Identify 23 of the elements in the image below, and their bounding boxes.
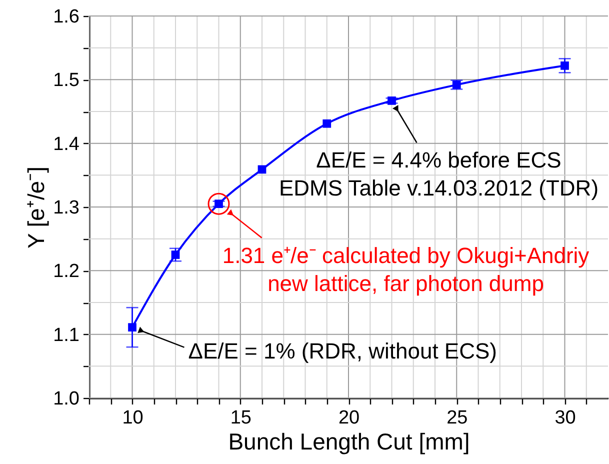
y-tick-label: 1.2 xyxy=(53,261,80,282)
annotation: ΔE/E = 4.4% before ECS EDMS Table v.14.03.2012 (TDR) xyxy=(278,148,599,201)
point xyxy=(128,323,136,332)
x-tick-label: 25 xyxy=(446,408,468,428)
y-tick-label: 1.6 xyxy=(53,6,80,28)
point xyxy=(388,96,396,105)
x-axis-title: Bunch Length Cut [mm] xyxy=(228,428,470,454)
y-tick-label: 1.1 xyxy=(53,324,80,346)
x-tick-label: 30 xyxy=(554,408,576,428)
annotation: 1.31 e⁺/e⁻ calculated by Okugi+Andriy new lattice, far photon dump xyxy=(222,242,590,296)
x-tick-label: 10 xyxy=(122,408,144,428)
point xyxy=(322,119,332,128)
x-tick-label: 15 xyxy=(230,408,252,428)
y-tick-label: 1.0 xyxy=(53,388,80,410)
point xyxy=(171,250,180,259)
x-tick-label: 20 xyxy=(338,408,360,428)
annotation: ΔE/E = 1% (RDR, without ECS) xyxy=(188,338,497,364)
point xyxy=(560,61,569,70)
y-tick-label: 1.5 xyxy=(53,70,80,92)
y-axis-title: Y [e⁺/e⁻] xyxy=(23,166,50,249)
y-tick-label: 1.3 xyxy=(53,198,80,218)
point xyxy=(258,165,266,174)
y-tick-label: 1.4 xyxy=(53,134,80,155)
